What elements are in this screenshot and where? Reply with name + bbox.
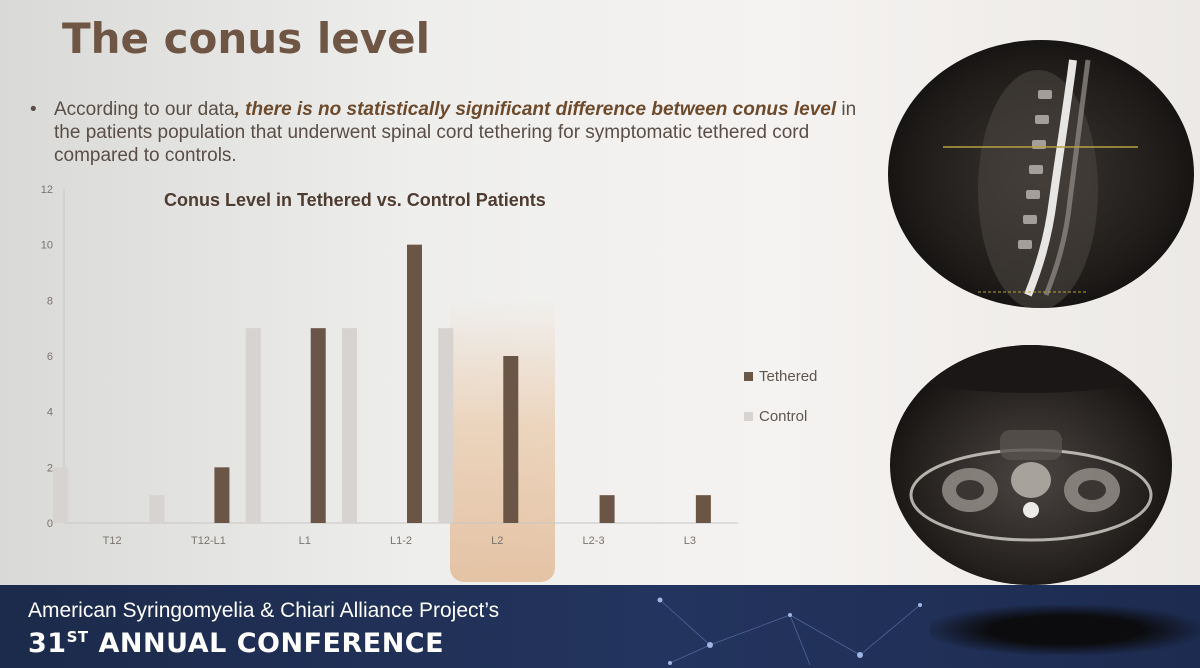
bar-chart: 0 2 4 6 8 10 12 T12 T12-L1 L1 L1-2 L2 L2-3 L3 xyxy=(41,184,738,547)
y-tick-label: 8 xyxy=(47,295,53,307)
highlight-glow xyxy=(450,300,555,582)
x-tick-label: T12 xyxy=(103,535,122,547)
bar-control-l1 xyxy=(245,328,261,523)
legend-label-tethered: Tethered xyxy=(759,367,818,385)
banner-conference-title: 31ST ANNUAL CONFERENCE xyxy=(28,628,444,659)
bullet-text: According to our data, there is no stati… xyxy=(54,98,860,167)
bar-control-t12-l1 xyxy=(149,495,165,523)
bar-tethered-l2 xyxy=(503,356,519,523)
x-tick-label: L1 xyxy=(299,535,311,547)
legend-item-control: Control xyxy=(744,406,817,426)
legend-item-tethered: Tethered xyxy=(744,366,817,386)
conference-banner: American Syringomyelia & Chiari Alliance… xyxy=(0,585,1200,668)
bullet-text-start: According to our data xyxy=(54,99,235,120)
legend-swatch-tethered xyxy=(744,371,753,381)
bar-tethered-t12-l1 xyxy=(214,467,230,523)
x-tick-label: L1-2 xyxy=(390,535,412,547)
x-tick-label: L3 xyxy=(684,535,696,547)
x-tick-label: T12-L1 xyxy=(191,535,226,547)
chart-title: Conus Level in Tethered vs. Control Pati… xyxy=(164,190,546,210)
bar-control-t12 xyxy=(53,467,69,523)
bullet-point: • According to our data, there is no sta… xyxy=(30,98,860,167)
slide-title: The conus level xyxy=(62,14,430,63)
banner-organization: American Syringomyelia & Chiari Alliance… xyxy=(28,599,500,622)
y-tick-label: 6 xyxy=(47,351,53,363)
legend-label-control: Control xyxy=(759,407,808,425)
bar-tethered-l2-3 xyxy=(599,495,615,523)
y-tick-label: 2 xyxy=(47,462,53,474)
x-tick-label: L2-3 xyxy=(583,535,605,547)
bar-control-l1-2 xyxy=(342,328,357,523)
y-tick-label: 12 xyxy=(41,184,53,196)
banner-ordinal-suffix: ST xyxy=(66,628,89,646)
y-tick-label: 10 xyxy=(41,240,53,252)
y-tick-label: 0 xyxy=(47,518,53,530)
bar-tethered-l1-2 xyxy=(407,244,422,523)
sagittal-spine-mri-icon xyxy=(888,40,1194,308)
bullet-text-end: in the patients population that underwen… xyxy=(54,99,857,166)
bar-tethered-l1 xyxy=(310,328,326,523)
banner-ordinal-number: 31 xyxy=(28,628,67,659)
banner-conference-name: ANNUAL CONFERENCE xyxy=(88,628,445,659)
slide: The conus level • According to our data,… xyxy=(0,0,1200,585)
y-tick-label: 4 xyxy=(47,407,53,419)
bullet-marker: • xyxy=(30,99,37,120)
axial-spine-mri-icon xyxy=(890,345,1172,585)
dark-overlay xyxy=(930,605,1200,655)
bar-control-l2 xyxy=(438,328,454,523)
x-tick-label: L2 xyxy=(491,535,503,547)
chart-legend: Tethered Control xyxy=(744,366,817,446)
bar-tethered-l3 xyxy=(695,495,711,523)
bullet-emphasis: , there is no statistically significant … xyxy=(234,99,837,120)
network-pattern-icon xyxy=(657,597,922,666)
legend-swatch-control xyxy=(744,411,753,421)
